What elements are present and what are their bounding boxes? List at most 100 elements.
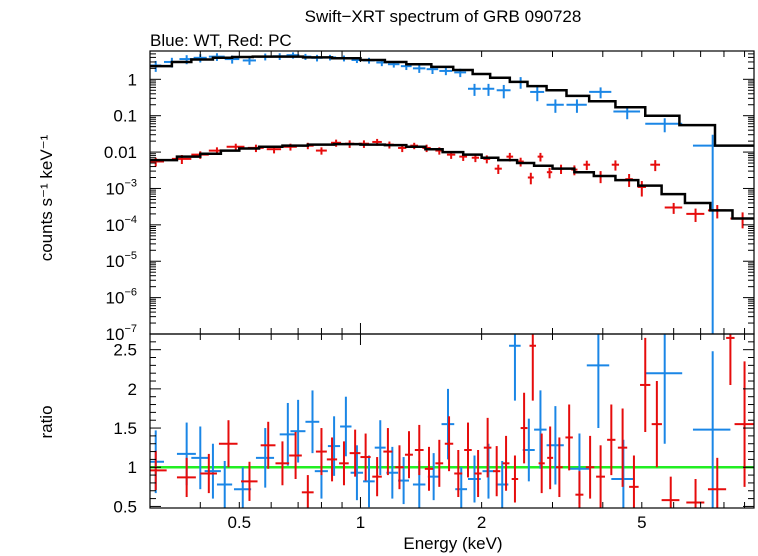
data-point-wt	[586, 334, 610, 429]
y-tick-label-base: 10	[106, 289, 125, 308]
data-point-pc	[640, 337, 651, 432]
data-point-pc	[538, 433, 545, 494]
data-point-pc	[537, 152, 544, 162]
data-point-wt	[441, 388, 455, 460]
data-point-pc	[707, 457, 727, 508]
y-tick-label: 10−4	[106, 214, 137, 235]
data-point-pc	[565, 404, 573, 471]
data-point-pc	[360, 433, 371, 481]
y-tick-label: 10−7	[106, 323, 137, 344]
data-point-pc	[372, 457, 382, 497]
data-point-pc	[650, 160, 661, 172]
y-tick-label: 0.5	[113, 497, 137, 516]
data-point-pc	[583, 160, 591, 171]
series-pc	[150, 334, 754, 508]
data-point-pc	[424, 446, 434, 491]
data-point-wt	[692, 134, 731, 334]
data-point-pc	[547, 426, 554, 490]
y-tick-label-exponent: −3	[124, 177, 137, 189]
data-point-pc	[502, 435, 510, 491]
data-point-wt	[191, 426, 209, 490]
data-point-pc	[611, 160, 620, 171]
data-point-pc	[414, 424, 424, 476]
x-tick-label: 5	[637, 513, 646, 532]
y-tick-label-base: 10	[106, 325, 125, 344]
y-tick-label-base: 10	[106, 252, 125, 271]
data-point-wt	[279, 402, 296, 466]
chart-title: Swift−XRT spectrum of GRB 090728	[305, 7, 582, 26]
data-point-pc	[511, 455, 519, 503]
data-point-wt	[455, 467, 468, 508]
data-point-wt	[546, 99, 564, 113]
y-tick-label: 10−5	[106, 250, 137, 271]
data-point-pc	[686, 479, 705, 508]
y-tick-label: 1	[128, 70, 137, 89]
data-point-pc	[726, 334, 735, 385]
data-point-pc	[661, 476, 680, 508]
data-point-wt	[530, 86, 545, 102]
plot-area	[150, 52, 754, 334]
data-point-pc	[493, 446, 501, 497]
data-point-pc	[474, 450, 482, 498]
data-point-wt	[566, 99, 587, 113]
data-point-pc	[546, 167, 553, 179]
data-point-pc	[585, 435, 595, 499]
y-tick-label-base: 10	[106, 179, 125, 198]
data-point-pc	[349, 429, 361, 477]
data-point-pc	[315, 428, 327, 476]
y-tick-label-exponent: −6	[124, 287, 137, 299]
data-point-pc	[176, 457, 196, 498]
data-point-wt	[216, 460, 233, 508]
data-point-wt	[305, 390, 320, 454]
data-point-wt	[645, 118, 683, 133]
data-point-wt	[482, 83, 495, 96]
chart-subtitle: Blue: WT, Red: PC	[150, 31, 292, 50]
data-point-pc	[435, 439, 444, 487]
y-tick-label: 0.1	[113, 107, 137, 126]
y-tick-label-exponent: −5	[124, 250, 137, 262]
data-point-pc	[494, 164, 502, 174]
data-point-pc	[339, 441, 349, 486]
x-axis-label: Energy (keV)	[403, 534, 502, 553]
data-point-wt	[467, 83, 481, 96]
model-step-line	[150, 142, 754, 220]
data-point-pc	[686, 208, 705, 222]
y-tick-label-base: 10	[106, 216, 125, 235]
data-point-pc	[651, 381, 662, 468]
data-point-pc	[150, 450, 167, 490]
data-point-pc	[575, 471, 584, 508]
data-point-pc	[275, 441, 290, 486]
panel-frame	[149, 333, 755, 509]
data-point-pc	[527, 172, 534, 185]
x-tick-label: 0.5	[227, 513, 251, 532]
data-point-pc	[483, 417, 492, 478]
data-point-pc	[734, 361, 754, 487]
y-tick-label-exponent: −4	[124, 214, 137, 226]
data-point-wt	[412, 64, 426, 73]
panel-frame	[149, 50, 755, 335]
y-tick-label: 1	[128, 458, 137, 477]
data-point-wt	[645, 334, 683, 444]
data-point-wt	[509, 334, 521, 401]
data-point-wt	[439, 67, 453, 76]
data-point-pc	[617, 408, 628, 487]
data-point-wt	[255, 428, 275, 488]
data-point-pc	[289, 431, 302, 479]
series-wt	[150, 52, 731, 334]
top-y-axis-label: counts s⁻¹ keV⁻¹	[37, 134, 56, 261]
data-point-pc	[637, 181, 646, 197]
data-point-pc	[404, 431, 413, 479]
y-tick-label: 2.5	[113, 341, 137, 360]
data-point-wt	[290, 399, 306, 463]
x-tick-label: 1	[356, 513, 365, 532]
data-point-wt	[340, 396, 352, 457]
data-point-wt	[496, 84, 511, 99]
y-tick-label: 0.01	[104, 143, 137, 162]
ratio-panel: 0.5 1 2 5 0.5 1 1.5 2 2.5	[113, 333, 755, 532]
data-point-wt	[350, 445, 364, 501]
data-point-pc	[218, 420, 238, 468]
data-point-wt	[692, 351, 731, 508]
data-point-wt	[242, 57, 256, 65]
